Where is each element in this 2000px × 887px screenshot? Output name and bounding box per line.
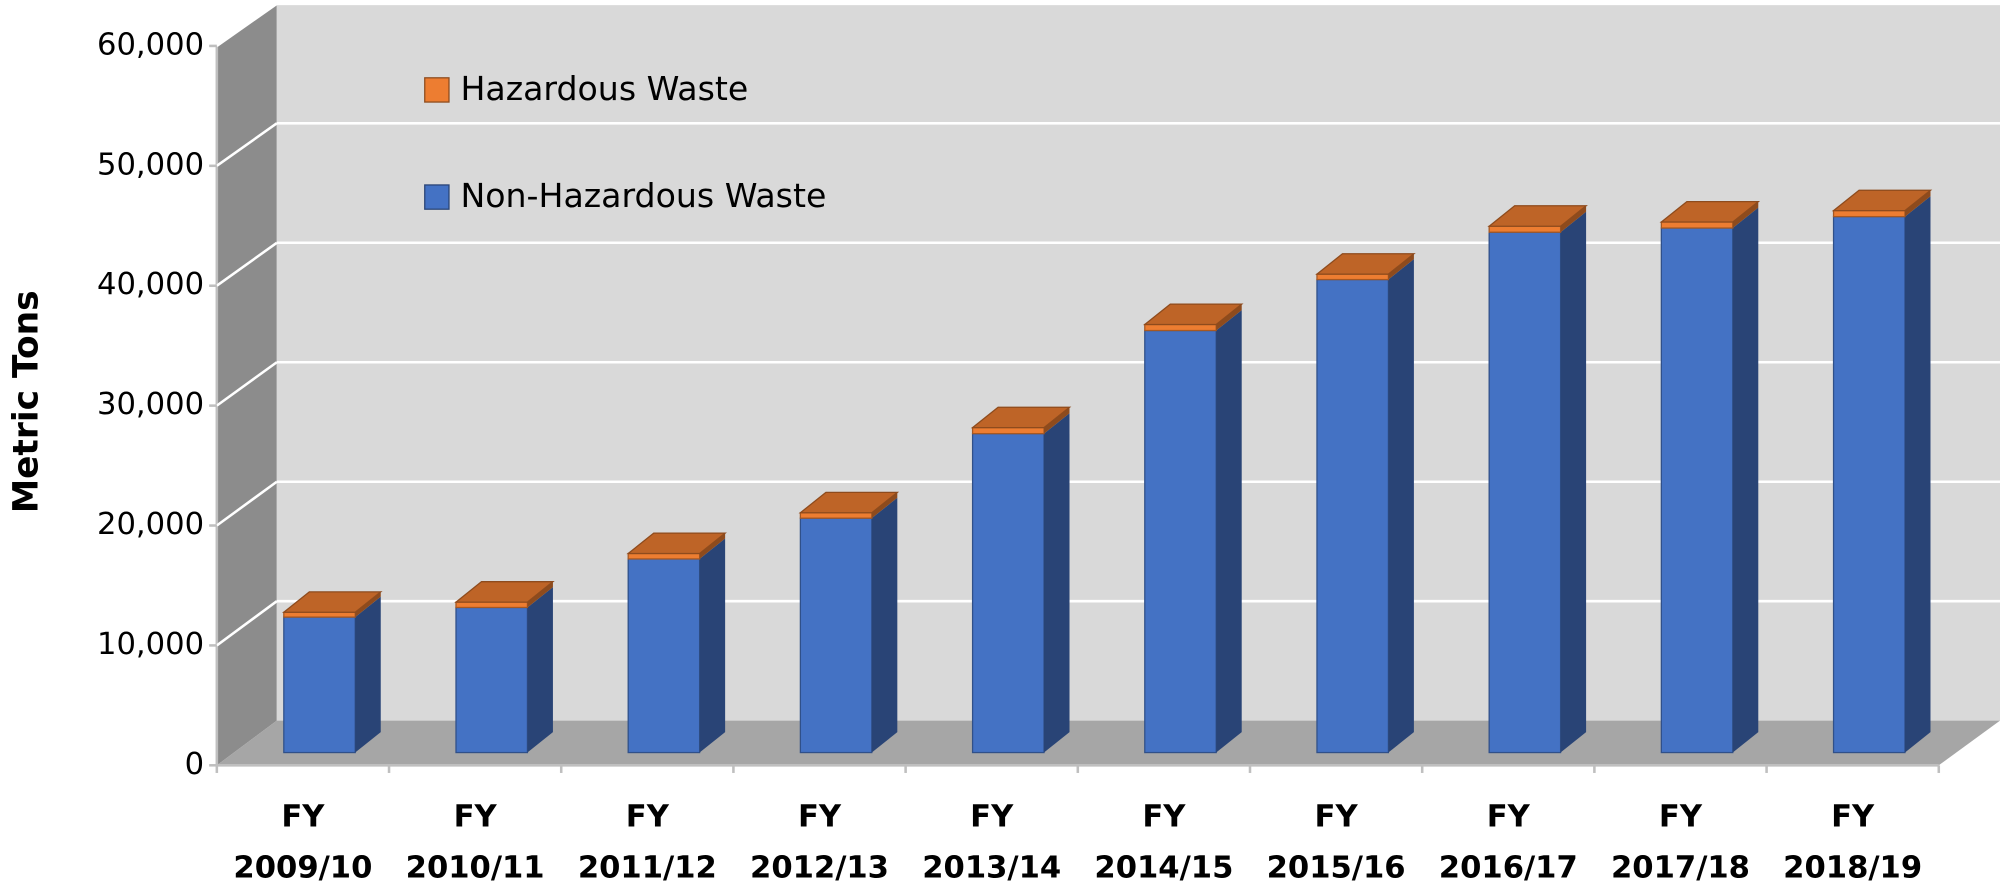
- bar: [1488, 231, 1562, 754]
- bar-side: [1044, 413, 1070, 753]
- bar-top: [970, 406, 1072, 429]
- x-tick-label: FY 2011/12: [578, 800, 717, 886]
- bar: [283, 616, 356, 754]
- bar: [1660, 227, 1734, 754]
- y-tick-label: 40,000: [97, 267, 204, 302]
- x-tick-label: FY 2010/11: [406, 800, 545, 886]
- bar: [1316, 278, 1390, 754]
- bar-top: [1831, 189, 1933, 212]
- bar: [455, 601, 529, 609]
- grid-line: [216, 480, 278, 527]
- bar: [1144, 329, 1217, 754]
- bar: [627, 552, 701, 560]
- bar: [627, 558, 701, 754]
- legend-swatch: [424, 184, 450, 210]
- bar-side: [1216, 304, 1242, 331]
- bar: [1316, 273, 1390, 281]
- bar-top: [454, 581, 555, 603]
- bar: [1144, 323, 1217, 332]
- bar: [971, 426, 1045, 435]
- bar-side: [1560, 211, 1587, 753]
- bar-top: [1659, 200, 1761, 223]
- y-axis-title: Metric Tons: [7, 290, 47, 513]
- grid-line: [216, 122, 278, 167]
- y-tick-label: 10,000: [97, 627, 204, 662]
- bar: [1832, 209, 1906, 218]
- grid-line: [216, 2, 278, 47]
- grid-line: [216, 600, 278, 647]
- bar-side: [699, 533, 726, 559]
- bar-top: [798, 491, 900, 514]
- bar: [971, 432, 1045, 754]
- y-tick-label: 30,000: [97, 387, 204, 422]
- bar: [283, 611, 356, 618]
- x-tick-label: FY 2016/17: [1439, 800, 1578, 886]
- bar-top: [281, 591, 383, 613]
- bar-top: [1315, 253, 1416, 275]
- bar-side: [527, 581, 553, 608]
- x-tick-label: FY 2017/18: [1611, 800, 1750, 886]
- bar-side: [1388, 253, 1414, 280]
- bar: [799, 512, 873, 519]
- bar-top: [1142, 303, 1244, 326]
- bar: [455, 606, 529, 754]
- bar-top: [626, 532, 727, 555]
- bar-top: [1487, 205, 1588, 227]
- bar-side: [1044, 407, 1070, 434]
- x-tick-label: FY 2018/19: [1783, 800, 1922, 886]
- bar-side: [1560, 205, 1587, 233]
- bar-side: [871, 492, 898, 519]
- x-tick-label: FY 2015/16: [1267, 800, 1406, 886]
- bar-side: [527, 587, 553, 753]
- bar-side: [871, 497, 898, 753]
- x-tick-label: FY 2009/10: [233, 800, 372, 886]
- legend-label: Non-Hazardous Waste: [460, 176, 826, 215]
- legend-swatch: [424, 77, 450, 103]
- bar-side: [355, 591, 381, 618]
- y-tick-label: 0: [185, 747, 204, 782]
- y-tick-label: 50,000: [97, 147, 204, 182]
- legend-label: Hazardous Waste: [460, 69, 748, 108]
- bar-side: [699, 538, 726, 753]
- grid-line: [216, 241, 278, 287]
- bar: [799, 517, 873, 754]
- x-tick-label: FY 2013/14: [922, 800, 1061, 886]
- bar: [1660, 221, 1734, 229]
- bar-side: [1732, 207, 1759, 753]
- grid-line: [216, 361, 278, 407]
- y-tick-label: 60,000: [97, 27, 204, 62]
- bar-side: [355, 596, 381, 753]
- y-tick-label: 20,000: [97, 507, 204, 542]
- bar-side: [1388, 259, 1414, 753]
- x-tick-label: FY 2014/15: [1094, 800, 1233, 886]
- bar: [1832, 215, 1906, 754]
- bar-side: [1904, 196, 1931, 753]
- bar-side: [1216, 310, 1242, 753]
- bar-side: [1904, 190, 1931, 217]
- bar-side: [1732, 201, 1759, 229]
- x-tick-label: FY 2012/13: [750, 800, 889, 886]
- bar: [1488, 225, 1562, 233]
